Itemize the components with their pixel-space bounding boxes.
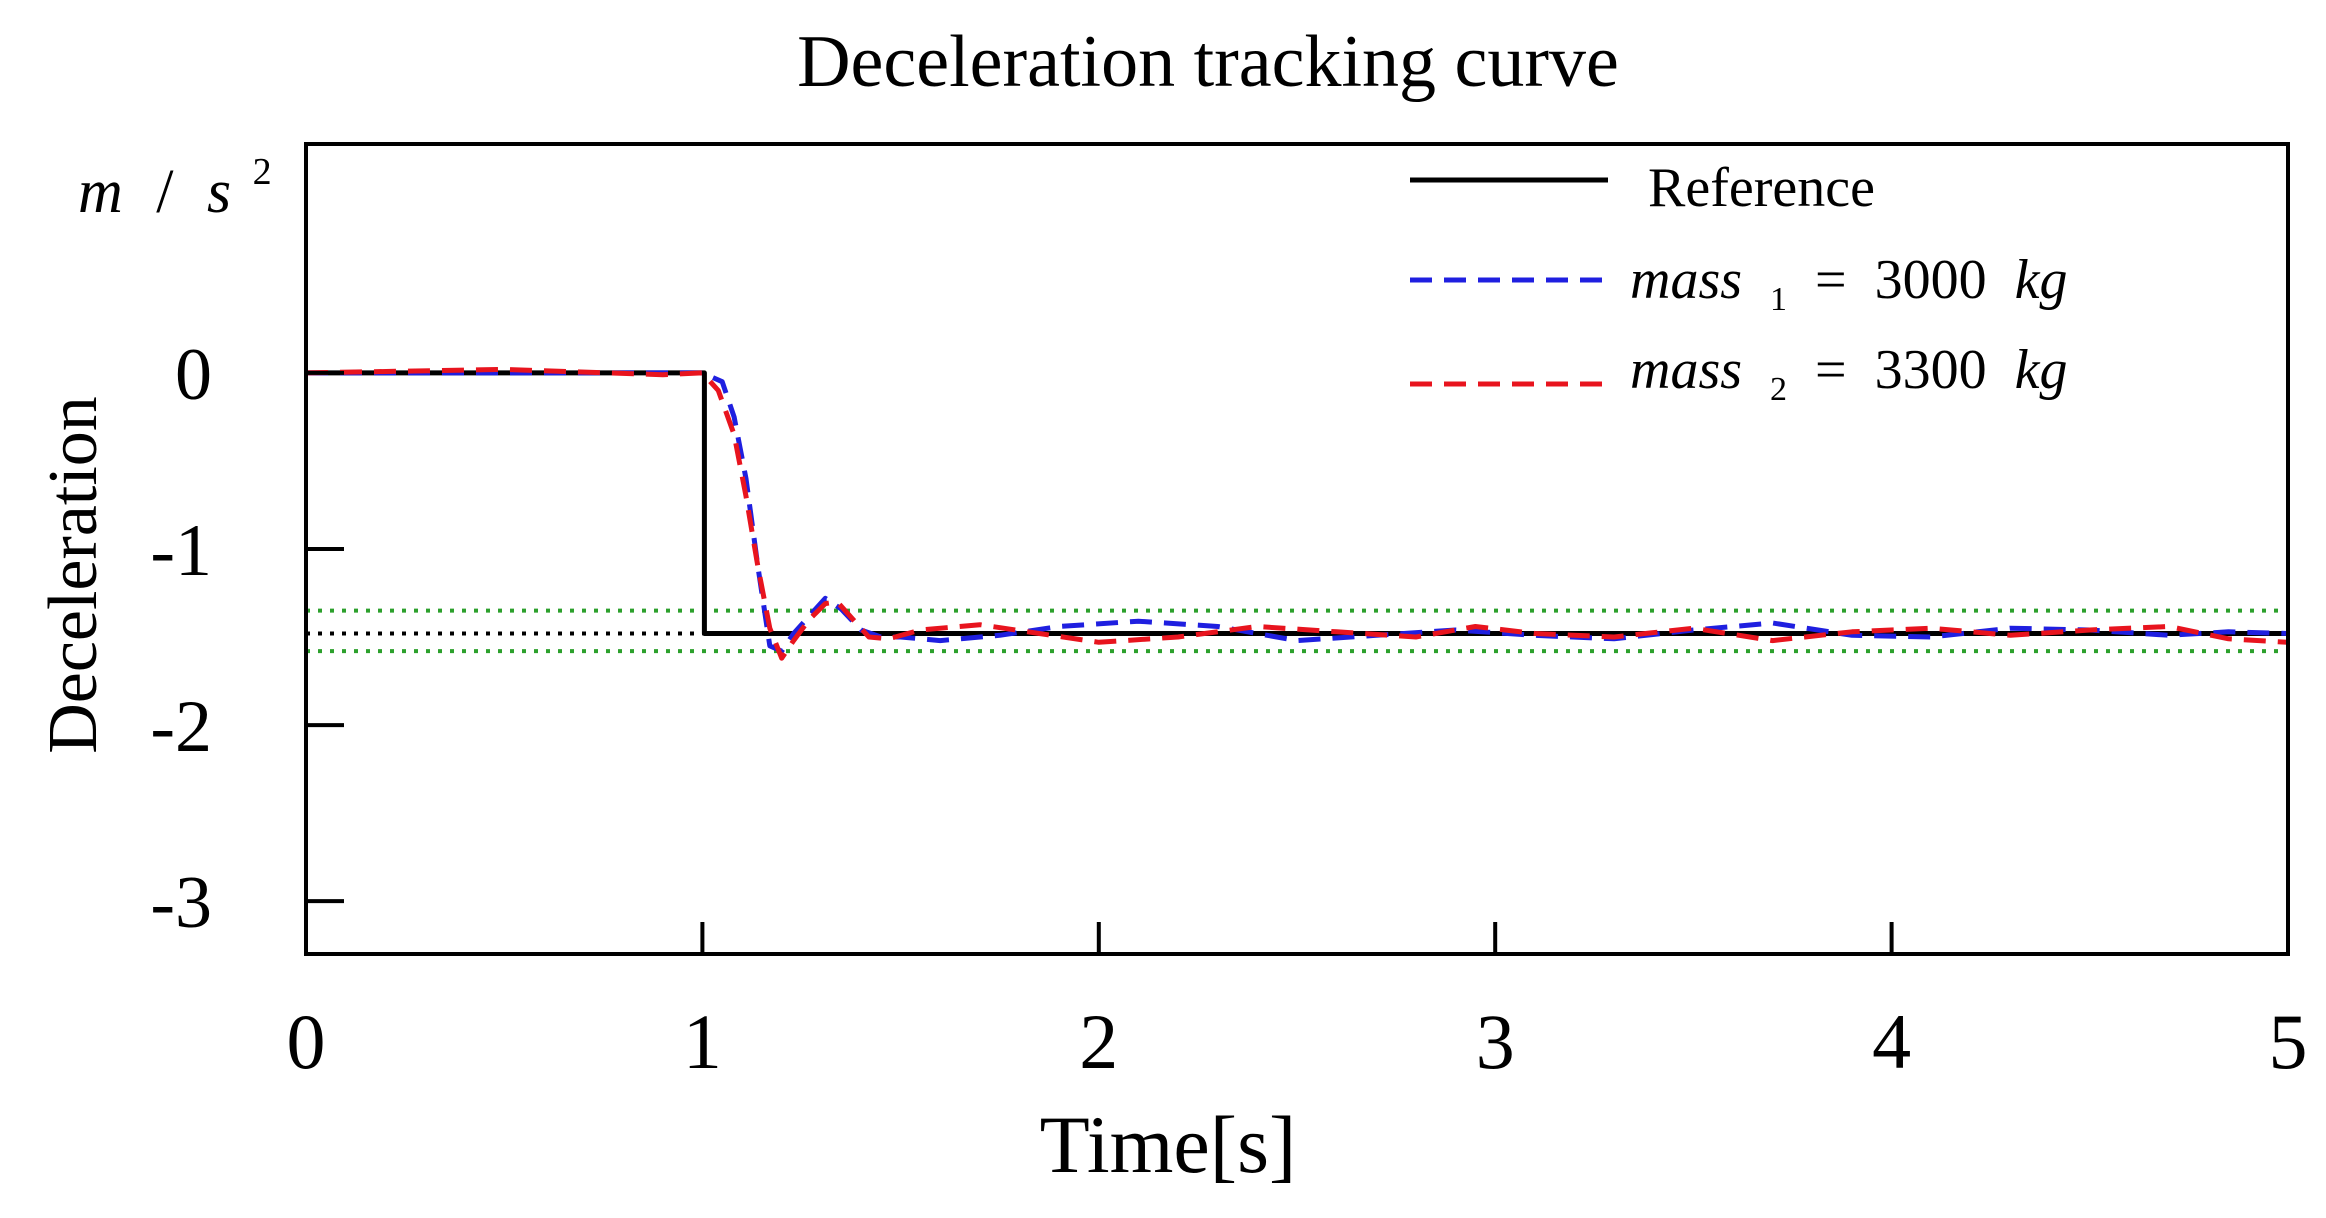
y-unit-sep: / <box>156 158 174 226</box>
legend-mass1-var: mass <box>1630 249 1742 311</box>
legend-label-reference: Reference <box>1648 157 1875 219</box>
x-tick-label: 2 <box>1079 998 1118 1085</box>
series-group <box>306 366 2288 661</box>
chart-title: Deceleration tracking curve <box>797 21 1619 103</box>
legend-mass2-sub: 2 <box>1770 371 1787 408</box>
x-tick-label: 5 <box>2269 998 2308 1085</box>
y-axis-ticks: 0 -1 -2 -3 <box>150 334 344 944</box>
series-line-mass1 <box>306 370 2288 654</box>
y-tick-label: -2 <box>150 686 212 768</box>
y-unit-label: m / s 2 <box>78 151 272 226</box>
legend-mass1-eq: = <box>1815 249 1847 311</box>
x-tick-label: 1 <box>683 998 722 1085</box>
series-line-reference <box>306 370 2288 636</box>
x-tick-label: 0 <box>287 998 326 1085</box>
x-tick-label: 3 <box>1476 998 1515 1085</box>
legend-label-mass2: mass 2 = 3300 kg <box>1630 339 2067 413</box>
legend-mass1-value: 3000 <box>1875 249 1987 311</box>
legend-mass2-unit: kg <box>2015 339 2068 401</box>
legend-label-mass1: mass 1 = 3000 kg <box>1630 249 2067 323</box>
legend: Reference mass 1 = 3000 kg mass 2 = 3300… <box>1410 157 2067 413</box>
legend-mass2-var: mass <box>1630 339 1742 401</box>
legend-mass2-value: 3300 <box>1875 339 1987 401</box>
legend-mass2-eq: = <box>1815 339 1847 401</box>
y-unit-base2: s <box>207 158 231 226</box>
legend-mass1-unit: kg <box>2015 249 2068 311</box>
y-tick-label: -1 <box>150 510 212 592</box>
y-tick-label: 0 <box>175 334 212 416</box>
x-axis-label: Time[s] <box>1040 1099 1297 1190</box>
y-axis-label: Deceleration <box>35 396 112 754</box>
y-unit-base1: m <box>78 158 123 226</box>
legend-mass1-sub: 1 <box>1770 281 1787 318</box>
y-unit-exponent: 2 <box>253 151 272 193</box>
y-tick-label: -3 <box>150 862 212 944</box>
x-tick-label: 4 <box>1872 998 1911 1085</box>
x-axis-ticks: 0 1 2 3 4 5 <box>287 922 2308 1085</box>
series-line-mass2 <box>306 366 2288 661</box>
